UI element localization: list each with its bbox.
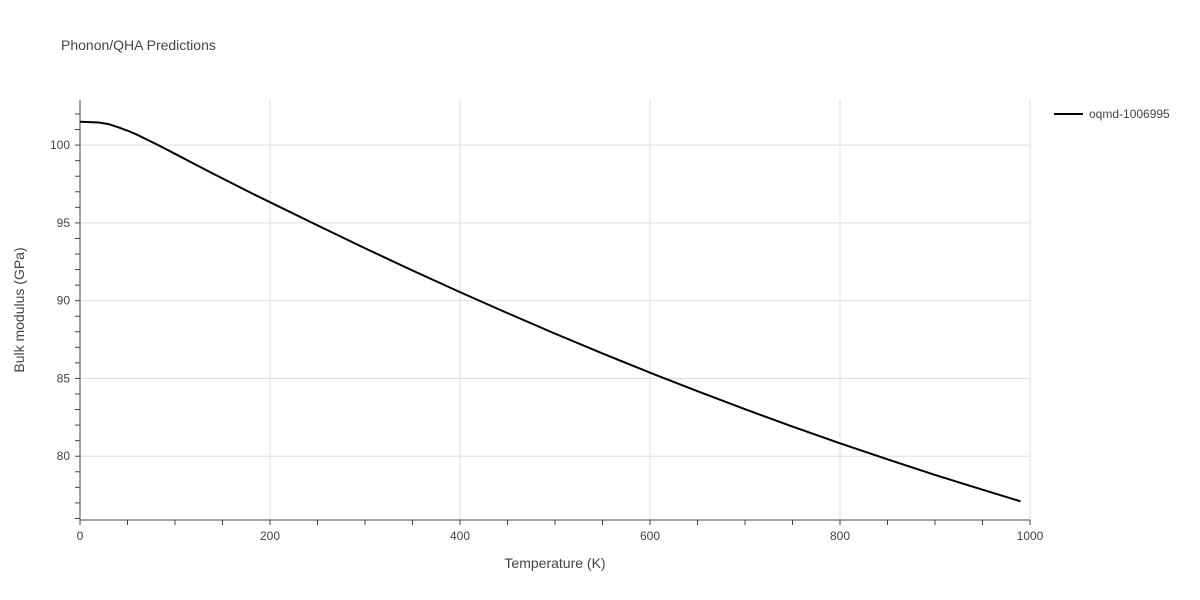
legend-label-oqmd-1006995: oqmd-1006995 (1089, 107, 1170, 121)
x-tick-label-400: 400 (450, 529, 470, 543)
x-axis-title: Temperature (K) (504, 555, 605, 571)
x-tick-label-800: 800 (830, 529, 850, 543)
chart-title: Phonon/QHA Predictions (61, 37, 216, 53)
y-axis-title: Bulk modulus (GPa) (11, 247, 27, 372)
x-tick-label-1000: 1000 (1017, 529, 1044, 543)
legend[interactable]: oqmd-1006995 (1054, 107, 1170, 121)
x-tick-label-600: 600 (640, 529, 660, 543)
y-tick-label-95: 95 (57, 216, 71, 230)
x-tick-label-0: 0 (77, 529, 84, 543)
y-tick-label-85: 85 (57, 371, 71, 385)
y-tick-label-90: 90 (57, 294, 71, 308)
grid-layer (80, 100, 1031, 520)
x-tick-label-200: 200 (260, 529, 280, 543)
series-layer (79, 120, 1021, 503)
y-tick-label-80: 80 (57, 449, 71, 463)
series-line-oqmd-1006995 (79, 120, 1021, 503)
axis-layer: 0 200 400 600 800 1000 80 85 90 95 100 (50, 100, 1044, 543)
y-tick-label-100: 100 (50, 138, 70, 152)
